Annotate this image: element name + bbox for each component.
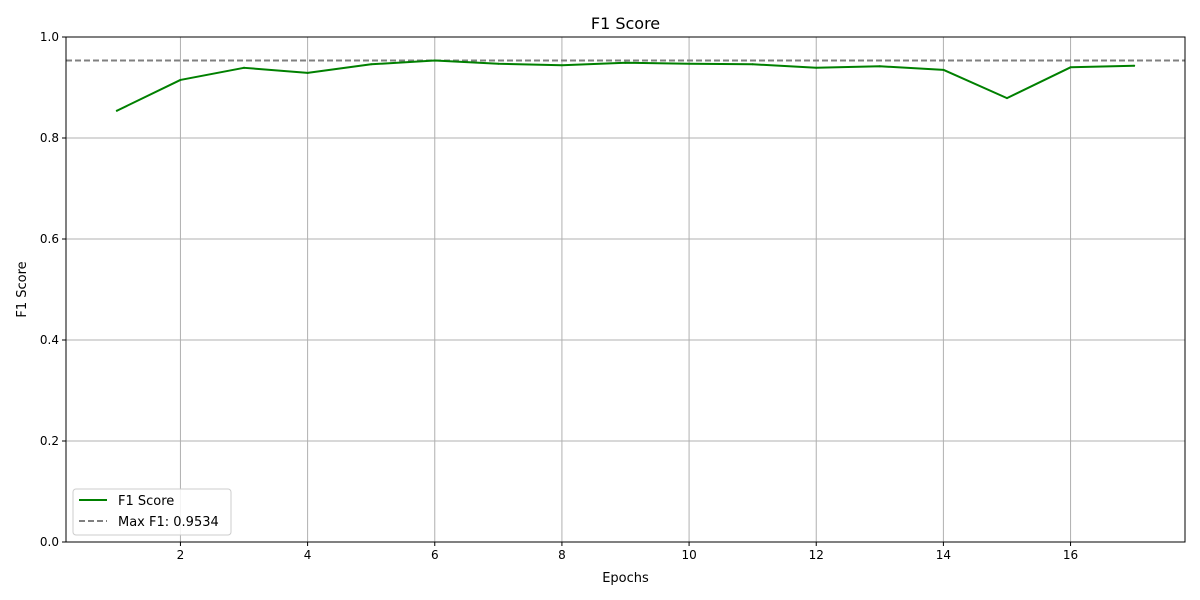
x-tick-label: 2: [177, 548, 185, 562]
f1-score-data-point: [433, 59, 436, 62]
f1-score-data-point: [115, 109, 118, 112]
f1-score-data-point: [751, 63, 754, 66]
x-tick-label: 12: [809, 548, 824, 562]
y-tick-label: 0.8: [40, 131, 59, 145]
legend-label-f1-score: F1 Score: [118, 494, 174, 509]
f1-score-data-point: [942, 68, 945, 71]
legend: F1 Score Max F1: 0.9534: [72, 488, 232, 536]
legend-label-max-f1: Max F1: 0.9534: [118, 515, 219, 530]
x-tick-label: 16: [1063, 548, 1078, 562]
f1-score-data-point: [1005, 97, 1008, 100]
legend-box: [72, 488, 232, 536]
y-tick-label: 0.6: [40, 232, 59, 246]
y-tick-label: 0.4: [40, 333, 59, 347]
series-layer: [66, 59, 1185, 112]
f1-score-data-point: [497, 62, 500, 65]
y-tick-label: 0.2: [40, 434, 59, 448]
f1-score-data-point: [306, 71, 309, 74]
f1-score-data-point: [1133, 64, 1136, 67]
chart-title: F1 Score: [591, 14, 660, 33]
y-axis-ticks: 0.0 0.2 0.4 0.6 0.8 1.0: [40, 30, 66, 549]
x-axis-ticks: 2 4 6 8 10 12 14 16: [177, 542, 1078, 562]
f1-score-data-point: [560, 64, 563, 67]
y-tick-label: 0.0: [40, 535, 59, 549]
y-axis-label: F1 Score: [15, 261, 30, 317]
f1-score-data-point: [243, 66, 246, 69]
f1-score-data-point: [624, 61, 627, 64]
plot-area-frame: [65, 36, 1186, 543]
f1-score-data-point: [1069, 66, 1072, 69]
x-tick-label: 8: [558, 548, 566, 562]
x-axis-label: Epochs: [602, 571, 649, 586]
x-tick-label: 4: [304, 548, 312, 562]
f1-score-data-point: [179, 78, 182, 81]
x-tick-label: 6: [431, 548, 439, 562]
f1-score-data-point: [370, 63, 373, 66]
f1-score-data-point: [688, 62, 691, 65]
x-tick-label: 14: [936, 548, 951, 562]
plot-area-background: [66, 37, 1185, 542]
y-tick-label: 1.0: [40, 30, 59, 44]
x-tick-label: 10: [681, 548, 696, 562]
f1-score-data-point: [878, 65, 881, 68]
f1-score-data-point: [815, 66, 818, 69]
